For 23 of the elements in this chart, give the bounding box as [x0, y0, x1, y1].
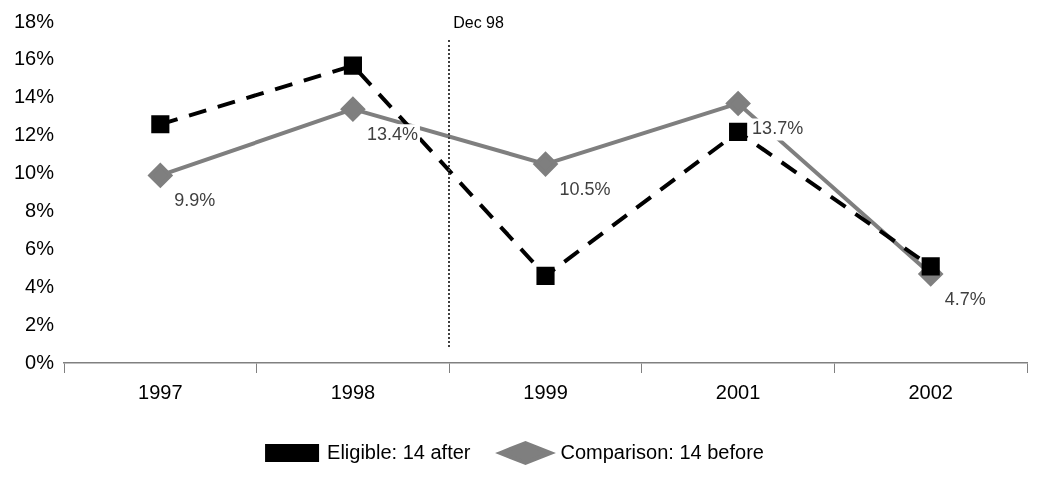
y-tick-label: 4% [25, 274, 55, 297]
x-tick-label: 1997 [138, 380, 183, 403]
y-tick-label: 0% [25, 350, 55, 373]
legend-label: Comparison: 14 before [560, 440, 764, 463]
x-tick-label: 2002 [908, 380, 953, 403]
y-tick-label: 10% [14, 161, 55, 184]
data-label: 13.7% [752, 118, 804, 139]
data-label: 9.9% [174, 190, 216, 211]
x-tick-label: 1998 [330, 380, 376, 403]
legend-label: Eligible: 14 after [327, 440, 471, 463]
y-tick-label: 6% [25, 236, 55, 259]
y-tick-label: 14% [14, 85, 55, 108]
data-label: 10.5% [559, 179, 611, 200]
y-tick-label: 12% [14, 123, 55, 146]
x-tick-label: 2001 [715, 380, 761, 403]
data-label: 13.4% [366, 124, 418, 145]
y-tick-label: 16% [14, 47, 55, 70]
annotation: Dec 98 [453, 14, 504, 31]
x-tick-label: 1999 [523, 380, 568, 403]
y-tick-label: 8% [25, 198, 55, 221]
y-tick-label: 18% [14, 9, 55, 32]
data-label: 4.7% [944, 288, 986, 309]
y-tick-label: 2% [25, 312, 55, 335]
